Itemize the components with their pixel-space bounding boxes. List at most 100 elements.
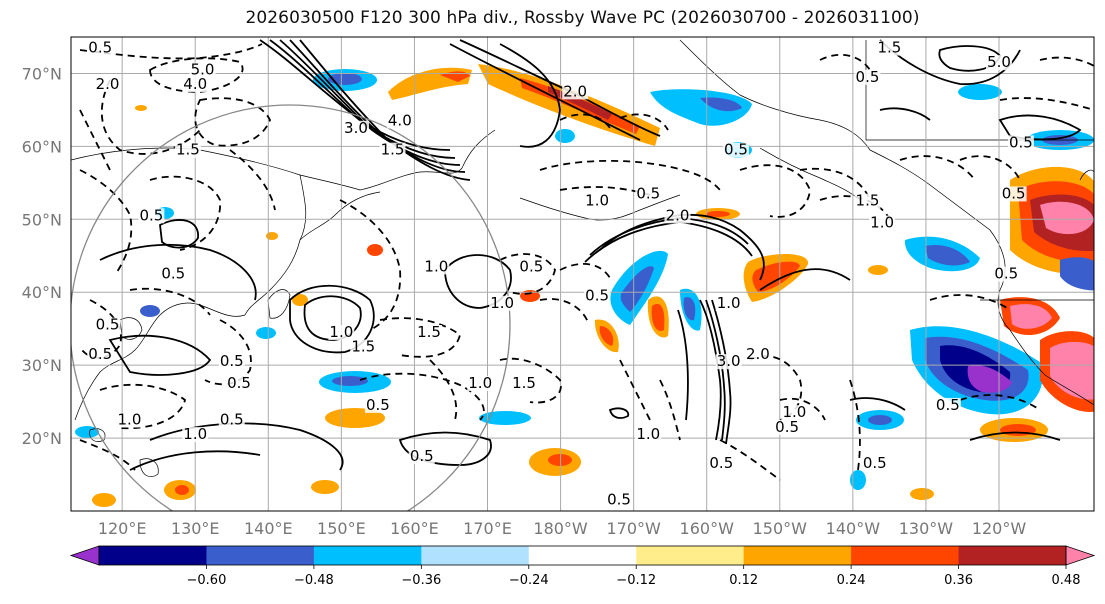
contour-label: 0.5	[138, 206, 165, 224]
svg-text:0.5: 0.5	[636, 184, 660, 202]
lat-label: 60°N	[22, 137, 62, 156]
svg-text:1.0: 1.0	[424, 257, 448, 275]
contour-label: 0.5	[408, 447, 435, 465]
lat-label: 20°N	[22, 429, 62, 448]
contour-label: 0.5	[861, 454, 888, 472]
contour-label: 5.0	[986, 53, 1013, 71]
longitude-labels: 120°E 130°E 140°E 150°E 160°E 170°E 180°W 170°W…	[98, 519, 1027, 538]
svg-text:0.5: 0.5	[775, 418, 799, 436]
svg-text:2.0: 2.0	[563, 82, 587, 100]
contour-label: 0.5	[160, 265, 187, 283]
svg-text:0.5: 0.5	[410, 447, 434, 465]
colorbar-swatch	[528, 546, 637, 565]
contour-label: 2.0	[744, 345, 771, 363]
svg-text:1.5: 1.5	[856, 192, 880, 210]
colorbar-extend-min	[69, 545, 100, 566]
negative-contours	[79, 43, 1094, 481]
svg-text:2.0: 2.0	[96, 75, 120, 93]
contour-label: 1.0	[423, 257, 450, 275]
colorbar-label: 0.12	[729, 573, 758, 588]
svg-text:0.5: 0.5	[607, 491, 631, 509]
lon-label: 120°W	[972, 519, 1027, 538]
svg-text:1.5: 1.5	[351, 338, 375, 356]
contour-label: 1.5	[350, 338, 377, 356]
lon-label: 150°E	[317, 519, 366, 538]
contour-label: 0.5	[218, 410, 245, 428]
colorbar-label: −0.48	[294, 573, 334, 588]
contour-label: 1.5	[379, 141, 406, 159]
svg-text:0.5: 0.5	[88, 39, 112, 57]
contour-label: 0.5	[934, 396, 961, 414]
contour-label: 4.0	[182, 75, 209, 93]
contour-label: 0.5	[218, 352, 245, 370]
latitude-labels: 70°N 60°N 50°N 40°N 30°N 20°N	[22, 64, 62, 448]
shading-blob-central-dipole	[594, 250, 809, 353]
contour-label: 0.5	[1000, 184, 1027, 202]
colorbar-extend-max	[1065, 545, 1096, 566]
contour-labels: 5.04.02.00.51.53.0 4.01.52.00.50.51.02.01…	[87, 39, 1034, 509]
contour-label: 0.5	[87, 39, 114, 57]
colorbar-swatch	[313, 546, 422, 565]
svg-text:1.0: 1.0	[585, 192, 609, 210]
shading-blob-okhotsk-orange	[388, 67, 472, 100]
contour-label: 0.5	[518, 257, 545, 275]
contour-label: 0.5	[226, 374, 253, 392]
contour-label: 1.5	[416, 323, 443, 341]
colorbar-label: −0.60	[187, 573, 227, 588]
contour-label: 1.5	[854, 192, 881, 210]
svg-text:0.5: 0.5	[1002, 184, 1026, 202]
contour-label: 3.0	[715, 352, 742, 370]
contour-label: 0.5	[854, 68, 881, 86]
svg-text:0.5: 0.5	[139, 206, 163, 224]
svg-text:0.5: 0.5	[994, 265, 1018, 283]
svg-text:0.5: 0.5	[724, 141, 748, 159]
lat-label: 70°N	[22, 64, 62, 83]
svg-text:1.0: 1.0	[782, 403, 806, 421]
svg-text:5.0: 5.0	[191, 60, 215, 78]
svg-text:4.0: 4.0	[183, 75, 207, 93]
contour-label: 2.0	[562, 82, 589, 100]
contour-label: 1.0	[489, 294, 516, 312]
lon-label: 140°E	[244, 519, 293, 538]
svg-text:5.0: 5.0	[987, 53, 1011, 71]
lat-label: 50°N	[22, 210, 62, 229]
svg-text:1.5: 1.5	[417, 323, 441, 341]
colorbar: −0.60 −0.48 −0.36 −0.24 −0.12 0.12 0.24 0.36 0.4…	[69, 545, 1096, 588]
contour-label: 1.5	[511, 374, 538, 392]
contour-label: 3.0	[342, 119, 369, 137]
svg-text:0.5: 0.5	[161, 265, 185, 283]
colorbar-swatch	[636, 546, 745, 565]
lon-label: 180°W	[533, 519, 588, 538]
svg-text:0.5: 0.5	[863, 454, 887, 472]
svg-text:1.0: 1.0	[118, 410, 142, 428]
svg-text:0.5: 0.5	[366, 396, 390, 414]
lon-label: 120°E	[98, 519, 147, 538]
contour-label: 0.5	[993, 265, 1020, 283]
svg-text:0.5: 0.5	[220, 410, 244, 428]
figure-title: 2026030500 F120 300 hPa div., Rossby Wav…	[245, 8, 920, 28]
svg-text:1.5: 1.5	[877, 39, 901, 57]
contour-label: 0.5	[774, 418, 801, 436]
contour-label: 0.5	[722, 141, 749, 159]
plot-frame	[70, 36, 1095, 512]
contour-label: 0.5	[364, 396, 391, 414]
svg-text:1.0: 1.0	[636, 425, 660, 443]
lon-label: 170°W	[606, 519, 661, 538]
svg-text:0.5: 0.5	[88, 345, 112, 363]
contour-label: 1.5	[876, 39, 903, 57]
contour-label: 0.5	[606, 491, 633, 509]
contour-label: 1.0	[182, 425, 209, 443]
lon-label: 160°E	[390, 519, 439, 538]
svg-text:0.5: 0.5	[220, 352, 244, 370]
lon-label: 170°E	[463, 519, 512, 538]
contour-label: 2.0	[664, 206, 691, 224]
colorbar-label: −0.24	[509, 573, 549, 588]
contour-label: 0.5	[584, 287, 611, 305]
svg-text:1.0: 1.0	[329, 323, 353, 341]
contour-label: 0.5	[708, 454, 735, 472]
svg-text:1.0: 1.0	[468, 374, 492, 392]
shading-blob-east-pacific	[850, 84, 1094, 500]
svg-text:4.0: 4.0	[388, 112, 412, 130]
positive-contours	[99, 39, 1082, 471]
